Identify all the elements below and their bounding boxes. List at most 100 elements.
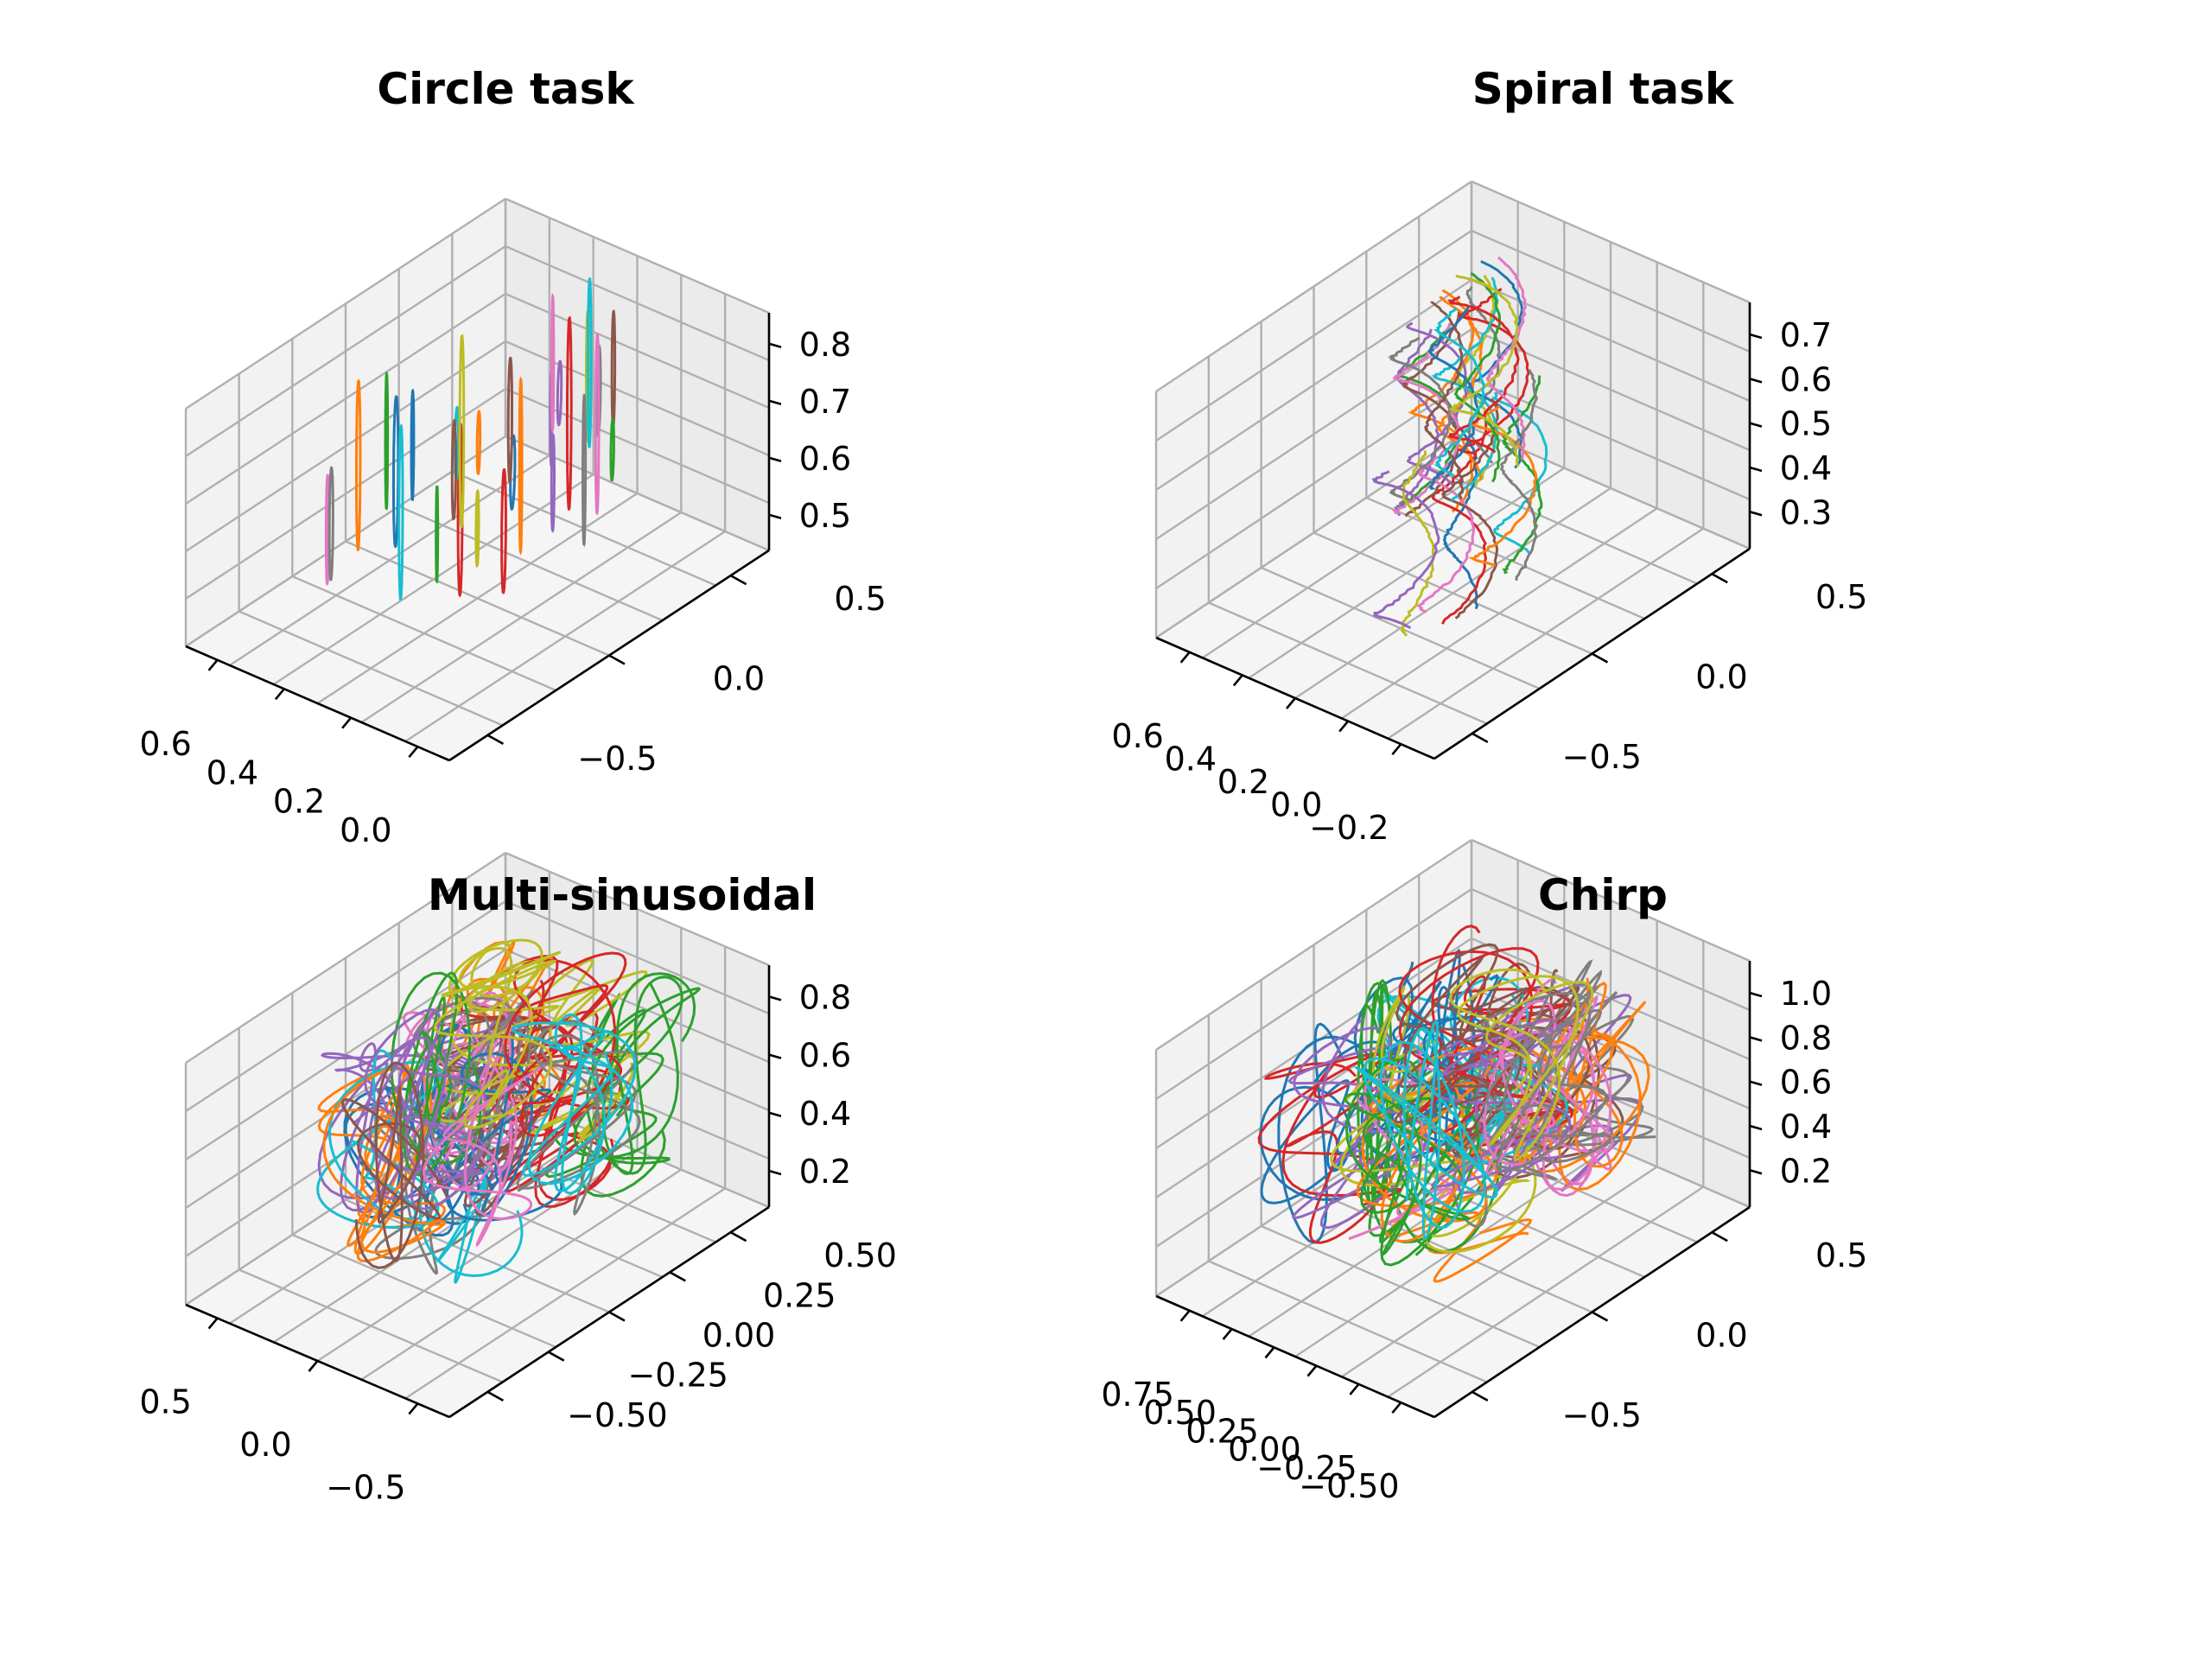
y-tick-label: 0.5 [1815,1236,1867,1274]
x-tick [308,1360,319,1372]
z-tick [1749,1036,1763,1042]
y-tick-label: −0.5 [1562,738,1642,776]
y-tick [608,654,626,665]
trajectory-line [1509,977,1650,1192]
z-tick-label: 0.6 [799,1037,851,1075]
trajectories [316,938,702,1284]
trajectory-line [391,395,400,549]
x-tick [1222,1328,1233,1340]
x-axis-line [1155,1294,1435,1419]
x-tick-label: −0.25 [1256,1449,1357,1487]
grid-line [1471,229,1751,353]
trajectory-line [516,1020,641,1217]
trajectory-line [422,991,512,1190]
trajectory-line [1465,260,1523,469]
z-tick-label: 0.6 [1780,1064,1832,1102]
x-tick-label: 0.2 [1217,763,1269,801]
grid-line [1155,181,1472,392]
trajectory-line [450,418,458,521]
x-tick-label: 0.25 [1185,1412,1259,1450]
x-tick-label: 0.50 [1143,1394,1217,1432]
z-tick [768,513,782,519]
grid-line [185,292,506,505]
z-tick [1749,1080,1763,1086]
trajectory-line [582,393,588,548]
grid-line [185,197,506,410]
x-tick [207,659,219,671]
grid-line [185,387,506,601]
y-tick-label: 0.00 [702,1317,776,1355]
grid-line [505,899,770,1015]
trajectory-line [1430,1009,1575,1197]
trajectory-line [324,473,330,587]
trajectory-line [317,1061,447,1263]
trajectory-line [556,359,563,427]
y-tick-label: 0.0 [713,660,765,698]
trajectories [324,277,617,601]
trajectory-line [1371,470,1440,630]
x-tick [1391,1402,1402,1414]
trajectory-line [384,371,390,511]
grid-line [505,340,770,457]
trajectory-line [506,356,513,485]
trajectory-line [1448,274,1520,467]
trajectory-line [363,1007,487,1211]
trajectory-line [1453,271,1502,483]
grid-line [185,851,506,1065]
z-tick [1749,1169,1763,1175]
y-tick [486,1390,505,1402]
trajectory-line [1468,404,1538,568]
trajectory-line [1287,1018,1428,1230]
multi-sinusoidal-panel: −0.5 0.0 0.5 −0.50−0.250.000.250.50 0.2 0.4 0.… [139,851,897,1506]
trajectory-line [1414,437,1476,613]
grid-line [185,899,506,1113]
trajectory-line [317,1040,427,1215]
x-tick [408,1402,419,1415]
x-tick [1391,743,1402,756]
z-tick-label: 0.2 [799,1153,851,1191]
y-tick-label: 0.5 [834,580,886,618]
trajectory-line [565,315,573,512]
trajectory-line [474,488,480,569]
grid-line [1471,278,1751,403]
x-tick [1179,651,1191,664]
trajectory-line [1424,301,1465,500]
x-tick-label: 0.00 [1228,1431,1301,1469]
trajectory-line [316,1049,442,1230]
z-tick-label: 0.6 [799,440,851,478]
x-tick [1286,697,1296,709]
grid-line [1155,378,1472,589]
x-tick [274,688,285,701]
x-tick-label: −0.50 [1299,1467,1399,1505]
z-tick [768,1053,782,1059]
trajectory-line [610,308,617,429]
z-tick-label: 0.5 [799,497,851,535]
y-tick [1471,732,1489,743]
z-tick-label: 1.0 [1780,975,1832,1013]
z-tick-label: 0.5 [1780,405,1832,443]
grid-line [505,245,770,362]
z-tick-label: 0.8 [1780,1019,1832,1057]
y-tick [486,734,505,745]
z-tick-label: 0.6 [1780,360,1832,398]
trajectory-line [433,946,562,1129]
z-tick [768,456,782,462]
y-tick-label: −0.25 [627,1357,728,1395]
z-tick-label: 0.7 [799,383,851,421]
grid-line [185,340,506,553]
trajectory-line [1405,321,1469,487]
x-axis-line [185,645,450,762]
z-tick [1749,333,1763,340]
y-tick [1711,573,1728,584]
y-tick [729,1231,747,1243]
y-tick [1711,1231,1728,1243]
y-tick-label: 0.0 [1695,1317,1747,1355]
z-tick [1749,1124,1763,1131]
trajectory-line [1486,256,1528,461]
y-tick-label: 0.5 [1815,578,1867,616]
trajectory-line [1449,968,1594,1161]
grid-line [505,851,770,967]
x-tick-label: 0.0 [1270,786,1322,824]
grid-line [1471,327,1751,452]
trajectory-line [1431,408,1488,625]
